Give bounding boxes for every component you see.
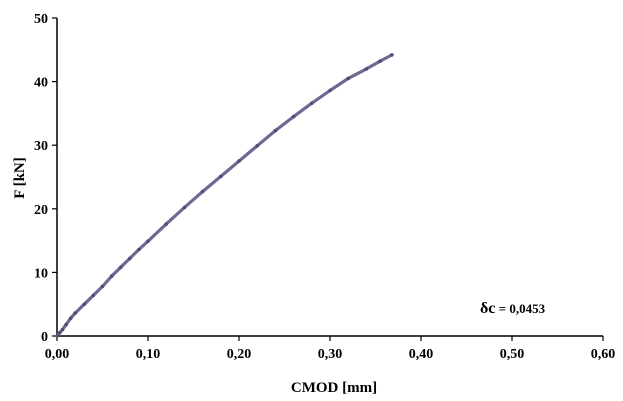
data-point <box>364 67 369 71</box>
x-tick-label: 0,50 <box>500 347 525 362</box>
data-point <box>57 331 62 335</box>
x-tick-label: 0,60 <box>591 347 616 362</box>
data-point <box>137 247 141 252</box>
x-tick-label: 0,20 <box>227 347 252 362</box>
data-point <box>200 189 205 194</box>
data-point <box>91 293 96 298</box>
y-tick-label: 20 <box>34 203 48 218</box>
annotation-symbol: δc <box>480 300 495 317</box>
data-point <box>291 114 296 119</box>
x-tick-label: 0,30 <box>318 347 343 362</box>
series-line <box>55 53 394 338</box>
y-ticks: 0 10 20 30 40 50 <box>34 12 57 345</box>
x-tick-label: 0,00 <box>45 347 70 362</box>
annotation-value: = 0,0453 <box>495 301 545 316</box>
data-point <box>128 256 132 261</box>
x-tick-label: 0,10 <box>136 347 161 362</box>
y-tick-label: 40 <box>34 76 48 91</box>
data-point <box>60 327 65 332</box>
data-point <box>390 53 394 57</box>
x-ticks: 0,00 0,10 0,20 0,30 0,40 0,50 0,60 <box>45 336 616 362</box>
y-tick-label: 10 <box>34 266 48 281</box>
data-point <box>346 76 351 81</box>
data-point <box>68 316 73 321</box>
y-axis-label: F [kN] <box>12 157 28 199</box>
data-point <box>109 274 114 279</box>
axes <box>56 18 603 337</box>
data-point <box>55 334 59 338</box>
data-point <box>146 239 150 243</box>
data-point <box>164 222 168 226</box>
annotation: δc = 0,0453 <box>480 300 546 317</box>
data-point <box>310 101 314 105</box>
data-point <box>328 88 332 93</box>
data-point <box>182 205 187 210</box>
data-point <box>378 59 382 63</box>
data-point <box>237 159 241 163</box>
data-point <box>273 128 278 133</box>
data-point <box>118 265 123 270</box>
x-tick-label: 0,40 <box>409 347 434 362</box>
data-point <box>73 311 77 315</box>
data-point <box>100 284 105 289</box>
y-tick-label: 50 <box>34 12 48 27</box>
y-tick-label: 0 <box>41 330 48 345</box>
y-tick-label: 30 <box>34 139 48 154</box>
data-point <box>219 174 223 179</box>
x-axis-label: CMOD [mm] <box>291 380 377 396</box>
series-group <box>55 53 394 338</box>
data-point <box>64 322 68 327</box>
data-point <box>255 144 259 148</box>
data-point <box>82 302 87 307</box>
